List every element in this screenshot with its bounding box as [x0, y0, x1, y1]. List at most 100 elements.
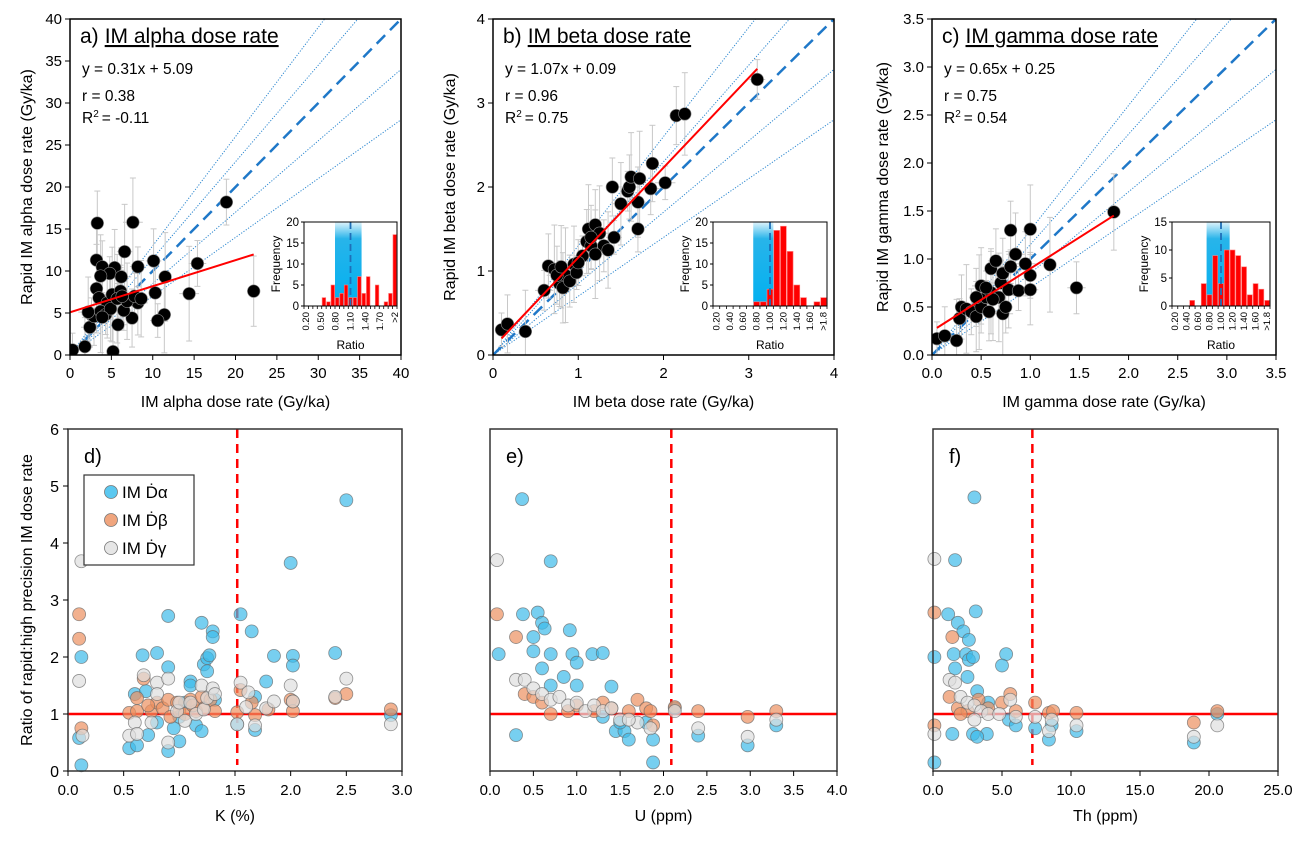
x-tick-label: 1.0 [566, 782, 587, 799]
data-point-gamma [183, 695, 198, 710]
superscript-2: 2 [516, 109, 522, 120]
data-point [70, 343, 80, 355]
data-point-beta [1028, 695, 1043, 710]
histogram-bar [786, 251, 794, 307]
data-point-gamma [283, 678, 298, 693]
x-tick-label: 0.0 [58, 782, 79, 799]
data-point-alpha [509, 728, 523, 742]
y-tick-label: 0 [477, 347, 485, 364]
inset-x-tick-label: 0.60 [1193, 312, 1204, 331]
y-tick-label: 1.0 [903, 251, 924, 268]
data-point-alpha [516, 607, 530, 622]
data-point-gamma [1028, 709, 1043, 724]
y-tick-label: 5 [54, 305, 62, 322]
x-tick-label: 3.0 [1216, 365, 1237, 382]
data-point [151, 313, 165, 328]
inset-x-tick-label: 1.40 [1239, 312, 1250, 331]
histogram-bar [793, 284, 801, 307]
data-point [518, 324, 532, 339]
inset-x-tick-label: 1.70 [375, 312, 386, 331]
data-point-alpha [537, 621, 552, 636]
data-point [658, 176, 672, 190]
histogram-bar [383, 301, 389, 307]
data-point-alpha [328, 646, 343, 660]
panel-title-text: IM gamma dose rate [966, 25, 1159, 48]
x-tick-label: 1.0 [1020, 365, 1041, 382]
data-point [678, 107, 692, 121]
data-point-alpha [604, 679, 619, 694]
y-tick-label: 0 [50, 764, 59, 781]
r-squared-symbol: R [505, 110, 516, 127]
data-point-gamma [339, 671, 354, 686]
x-tick-label: 30 [310, 365, 327, 382]
plot-frame [931, 18, 1277, 356]
x-tick-label: 0 [489, 365, 497, 382]
inset-x-tick-label: >2 [390, 312, 401, 323]
inset-x-tick-label: 1.20 [1228, 312, 1239, 331]
inset-x-tick-label: 1.00 [1216, 312, 1227, 331]
histogram-bar [773, 230, 780, 307]
histogram-inset: 0 5 10 15 0.20 0.40 0.60 0.80 1.00 1.20 1.40 1.60 >1… [1137, 217, 1273, 352]
inset-y-tick-label: 15 [286, 238, 299, 250]
data-point [106, 345, 120, 355]
inset-x-tick-label: >1.8 [819, 312, 830, 331]
y-axis-label: Rapid IM gamma dose rate (Gy/ka) [875, 62, 892, 312]
histogram-bar [780, 225, 787, 307]
data-point-gamma [196, 702, 211, 717]
data-point-gamma [208, 687, 222, 701]
panel-letter: b) [503, 25, 522, 48]
data-point-beta [630, 692, 645, 707]
data-point-alpha [491, 647, 506, 662]
data-point-alpha [74, 758, 89, 773]
y-axis-label: Rapid IM alpha dose rate (Gy/ka) [19, 69, 36, 305]
deviation-band-line [493, 69, 834, 355]
data-point-gamma [1044, 712, 1059, 727]
x-tick-label: 3 [745, 365, 753, 382]
inset-y-label: Frequency [678, 236, 692, 293]
histogram-bar [388, 293, 393, 307]
data-point-gamma [740, 729, 755, 744]
inset-x-tick-label: 0.50 [316, 312, 327, 331]
data-point-gamma [285, 694, 300, 709]
data-point [118, 245, 132, 259]
data-point-alpha [646, 732, 660, 747]
panel-letter: e) [506, 446, 524, 468]
superscript-2: 2 [93, 109, 99, 120]
y-tick-label: 25 [45, 137, 62, 154]
x-tick-label: 15.0 [1125, 782, 1154, 799]
histogram-bar [1258, 288, 1265, 307]
inset-x-tick-label: 0.40 [725, 312, 736, 331]
r-squared-symbol: R [82, 110, 93, 127]
plot-frame [489, 428, 838, 772]
data-point-gamma [241, 685, 256, 700]
legend-label: IM Ḋγ [122, 539, 167, 558]
data-point [1018, 257, 1032, 271]
data-point-alpha [244, 624, 259, 639]
x-tick-label: 10.0 [1056, 782, 1085, 799]
data-point-alpha [968, 604, 983, 619]
histogram-bar [820, 297, 827, 307]
data-point-beta [740, 709, 755, 724]
data-point-beta [543, 707, 558, 721]
data-point [607, 230, 621, 244]
histogram-bar [813, 301, 821, 307]
data-point-gamma [1186, 729, 1201, 744]
inset-y-tick-label: 20 [286, 217, 299, 229]
legend-marker-gamma [104, 541, 118, 555]
x-tick-label: 3.5 [783, 782, 804, 799]
histogram-bar [330, 284, 335, 307]
regression-equation: y = 0.31x + 5.09 [82, 61, 193, 78]
data-point-alpha [194, 724, 209, 738]
inset-x-tick-label: 1.10 [346, 312, 357, 331]
data-point-gamma [1069, 718, 1084, 733]
data-point-gamma [72, 674, 87, 688]
data-point-beta [1210, 704, 1225, 719]
y-tick-label: 2 [477, 179, 485, 196]
data-point [148, 286, 162, 300]
panel-letter: f) [949, 446, 961, 468]
data-point-beta [72, 607, 87, 622]
x-tick-label: 25 [269, 365, 286, 382]
superscript-2: 2 [955, 109, 961, 120]
r-squared-value: = 0.75 [525, 110, 569, 127]
data-point [1023, 222, 1037, 236]
